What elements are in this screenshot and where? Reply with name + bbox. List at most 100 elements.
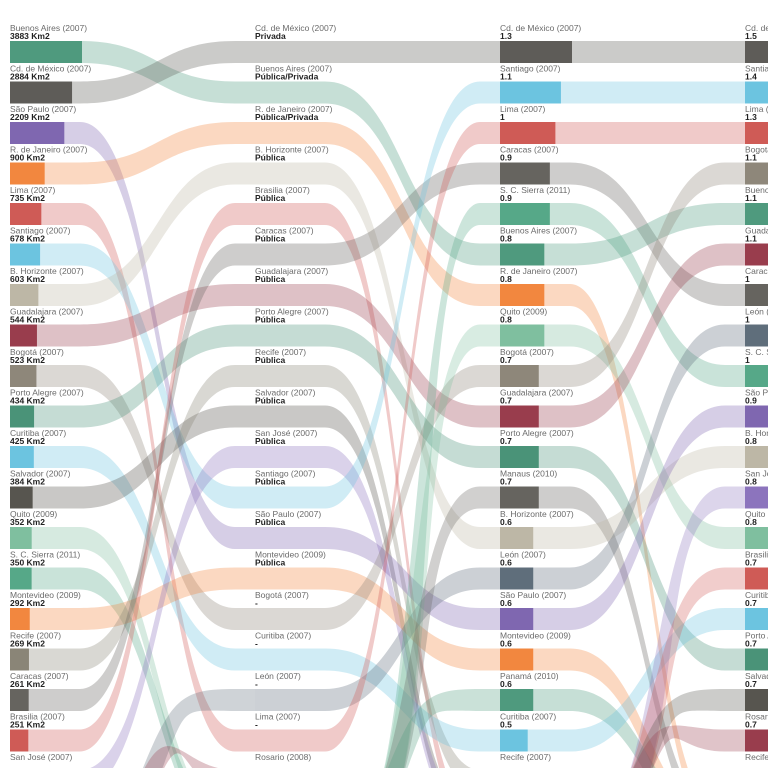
ribbon-guadalajara-col1 (255, 284, 500, 428)
label-santiago-col0: Santiago (2007) (10, 226, 71, 236)
value-bogota-col0: 523 Km2 (10, 355, 45, 365)
value-lima-col3: 1.3 (745, 112, 757, 122)
bar-quito-col0 (10, 527, 32, 549)
value-santiago-col0: 678 Km2 (10, 234, 45, 244)
bar-guadalajara-col3 (745, 243, 768, 266)
value-brasilia-col0: 251 Km2 (10, 720, 45, 730)
label-bogota-col1: Bogotá (2007) (255, 590, 309, 600)
bar-salvador-col0 (10, 486, 33, 509)
value-montevideo-col0: 292 Km2 (10, 598, 45, 608)
ribbon-salvador-enter-col3 (632, 689, 745, 768)
ribbon-cd-de-mexico-col1 (255, 41, 500, 63)
label-r-de-janeiro-col2: R. de Janeiro (2007) (500, 266, 578, 276)
label-manaus-col2: Manaus (2010) (500, 469, 557, 479)
label-sao-paulo-col1: São Paulo (2007) (255, 509, 321, 519)
value-salvador-col0: 384 Km2 (10, 477, 45, 487)
ribbon-leon-col2 (500, 324, 745, 590)
value-rosario-col3: 0.7 (745, 720, 757, 730)
ribbon-manaus-enter-col2 (385, 486, 500, 768)
value-b-horizonte-col2: 0.6 (500, 517, 512, 527)
label-cd-de-mexico-col3: Cd. de (745, 23, 768, 33)
value-caracas-col3: 1 (745, 274, 750, 284)
ribbon-leon-enter-col1 (142, 689, 255, 768)
value-santiago-col1: Pública (255, 477, 286, 487)
bar-bogota-col3 (745, 162, 768, 185)
value-curitiba-col2: 0.5 (500, 720, 512, 730)
value-buenos-aires-col1: Pública/Privada (255, 72, 319, 82)
label-porto-alegre-col3: Porto A (745, 631, 768, 641)
value-lima-col1: - (255, 720, 258, 730)
ribbon-rosario-enter-col1 (144, 746, 219, 768)
label-recife-col2: Recife (2007) (500, 752, 551, 762)
bars-layer (10, 41, 768, 752)
bar-bogota-col0 (10, 365, 37, 387)
value-r-de-janeiro-col2: 0.8 (500, 274, 512, 284)
ribbon-s-c-sierra-enter-col2 (384, 203, 500, 768)
bar-quito-col3 (745, 527, 768, 549)
ribbon-curitiba-col2 (500, 608, 745, 752)
ribbon-porto-alegre-col2 (500, 446, 745, 671)
bar-brasilia-col0 (10, 729, 29, 752)
value-guadalajara-col3: 1.1 (745, 234, 757, 244)
ribbons-layer (10, 41, 745, 768)
bar-brasilia-col3 (745, 567, 768, 590)
value-recife-col1: Pública (255, 355, 286, 365)
label-montevideo-col0: Montevideo (2009) (10, 590, 81, 600)
ribbon-sao-paulo-col2 (500, 405, 745, 630)
label-guadalajara-col0: Guadalajara (2007) (10, 307, 83, 317)
label-santiago-col1: Santiago (2007) (255, 469, 316, 479)
label-bogota-col3: Bogotá (745, 145, 768, 155)
value-b-horizonte-col3: 0.8 (745, 436, 757, 446)
value-sao-paulo-col1: Pública (255, 517, 286, 527)
value-leon-col3: 1 (745, 315, 750, 325)
value-lima-col0: 735 Km2 (10, 193, 45, 203)
label-quito-col3: Quito ( (745, 509, 768, 519)
bar-s-c-sierra-col2 (500, 203, 550, 225)
ribbon-brasilia-enter-col3 (631, 567, 745, 768)
bar-curitiba-col2 (500, 729, 528, 752)
label-montevideo-col2: Montevideo (2009) (500, 631, 571, 641)
value-r-de-janeiro-col0: 900 Km2 (10, 153, 45, 163)
value-recife-col0: 269 Km2 (10, 639, 45, 649)
ribbon-buenos-aires-col2 (500, 203, 745, 266)
bar-buenos-aires-col3 (745, 203, 768, 225)
ribbon-r-de-janeiro-col1 (255, 122, 500, 306)
label-cd-de-mexico-col1: Cd. de México (2007) (255, 23, 336, 33)
label-guadalajara-col1: Guadalajara (2007) (255, 266, 328, 276)
value-guadalajara-col2: 0.7 (500, 396, 512, 406)
label-porto-alegre-col0: Porto Alegre (2007) (10, 388, 84, 398)
value-brasilia-col1: Pública (255, 193, 286, 203)
value-cd-de-mexico-col3: 1.5 (745, 31, 757, 41)
label-recife-col0: Recife (2007) (10, 631, 61, 641)
label-salvador-col3: Salvad (745, 671, 768, 681)
value-bogota-col1: - (255, 598, 258, 608)
value-curitiba-col3: 0.7 (745, 598, 757, 608)
value-san-jose-col3: 0.8 (745, 477, 757, 487)
label-panama-col2: Panamá (2010) (500, 671, 559, 681)
ribbon-b-horizonte-col0 (10, 162, 255, 306)
bar-porto-alegre-col0 (10, 405, 35, 428)
bar-leon-col2 (500, 567, 534, 590)
label-guadalajara-col3: Guada (745, 226, 768, 236)
bar-curitiba-col3 (745, 608, 768, 630)
value-panama-col2: 0.6 (500, 679, 512, 689)
value-s-c-sierra-col2: 0.9 (500, 193, 512, 203)
value-sao-paulo-col3: 0.9 (745, 396, 757, 406)
bar-sao-paulo-col2 (500, 608, 534, 630)
value-quito-col0: 352 Km2 (10, 517, 45, 527)
value-curitiba-col0: 425 Km2 (10, 436, 45, 446)
label-salvador-col1: Salvador (2007) (255, 388, 316, 398)
label-recife-col3: Recife (745, 752, 768, 762)
bar-buenos-aires-col0 (10, 41, 82, 63)
ribbon-caracas-col2 (500, 162, 745, 306)
label-caracas-col3: Caraca (745, 266, 768, 276)
bar-santiago-col3 (745, 81, 768, 104)
label-s-c-sierra-col0: S. C. Sierra (2011) (10, 550, 80, 560)
ribbon-santiago-col0 (10, 243, 255, 509)
bar-porto-alegre-col3 (745, 648, 768, 671)
value-cd-de-mexico-col0: 2884 Km2 (10, 72, 50, 82)
bar-montevideo-col0 (10, 608, 30, 630)
bar-cd-de-mexico-col0 (10, 81, 73, 104)
label-brasilia-col3: Brasili (745, 550, 768, 560)
